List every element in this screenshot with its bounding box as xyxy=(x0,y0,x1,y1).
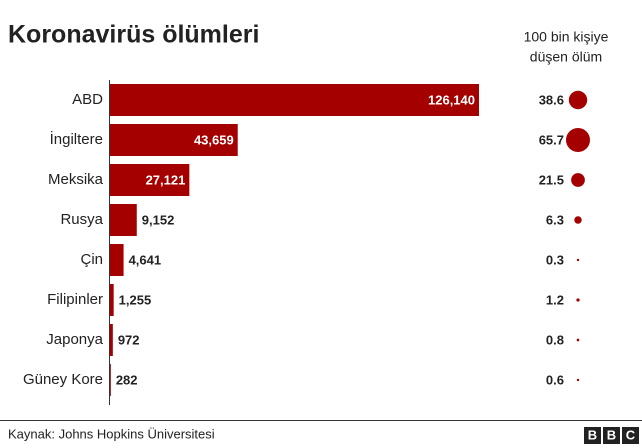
rate-dot xyxy=(566,128,590,152)
bar xyxy=(110,84,479,116)
category-label: Japonya xyxy=(46,331,103,348)
value-label: 126,140 xyxy=(428,92,475,107)
rate-dot xyxy=(574,216,582,224)
logo-letter: C xyxy=(626,427,636,442)
rate-label: 6.3 xyxy=(546,212,564,227)
rate-dot xyxy=(576,338,580,342)
logo-letter: B xyxy=(588,427,597,442)
rate-dot xyxy=(571,173,585,187)
bar xyxy=(110,204,137,236)
bar xyxy=(110,124,238,156)
rate-label: 65.7 xyxy=(539,132,564,147)
logo-box xyxy=(603,427,620,444)
bar xyxy=(110,284,114,316)
logo-letter: B xyxy=(607,427,616,442)
rate-label: 0.3 xyxy=(546,252,564,267)
chart-title: Koronavirüs ölümleri xyxy=(8,21,259,49)
value-label: 27,121 xyxy=(146,172,186,187)
logo-box xyxy=(584,427,601,444)
category-label: Meksika xyxy=(48,171,104,188)
rate-label: 1.2 xyxy=(546,292,564,307)
rate-title: düşen ölüm xyxy=(530,49,602,65)
rate-label: 0.8 xyxy=(546,332,564,347)
value-label: 43,659 xyxy=(194,132,234,147)
rate-dot xyxy=(576,298,580,302)
rate-dot xyxy=(576,378,580,382)
rate-dot xyxy=(576,258,580,262)
category-label: İngiltere xyxy=(50,130,103,148)
bar xyxy=(110,244,124,276)
bar xyxy=(110,324,113,356)
bar xyxy=(110,164,190,196)
rate-label: 21.5 xyxy=(539,172,564,187)
category-label: Çin xyxy=(80,251,103,268)
value-label: 9,152 xyxy=(142,212,175,227)
logo-box xyxy=(622,427,639,444)
rate-dot xyxy=(568,90,588,110)
rate-title: 100 bin kişiye xyxy=(524,29,609,45)
value-label: 282 xyxy=(116,372,138,387)
value-label: 1,255 xyxy=(119,292,152,307)
value-label: 4,641 xyxy=(129,252,162,267)
value-label: 972 xyxy=(118,332,140,347)
category-label: Filipinler xyxy=(47,291,103,308)
category-label: Rusya xyxy=(60,211,103,228)
rate-label: 0.6 xyxy=(546,372,564,387)
source: Kaynak: Johns Hopkins Üniversitesi xyxy=(8,426,215,441)
rate-label: 38.6 xyxy=(539,92,564,107)
category-label: ABD xyxy=(72,91,103,108)
bar xyxy=(110,364,111,396)
category-label: Güney Kore xyxy=(23,371,103,388)
